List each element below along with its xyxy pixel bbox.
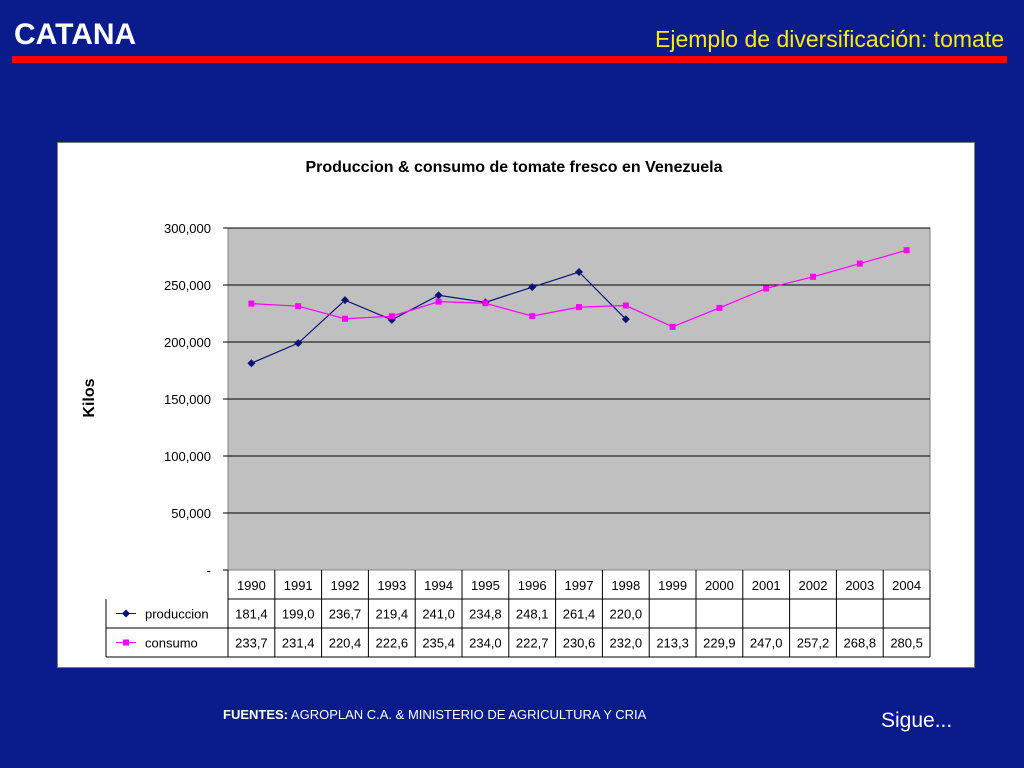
x-tick-label: 2000 <box>705 578 734 593</box>
y-tick-label: 300,000 <box>164 221 211 236</box>
point-produccion <box>341 296 349 305</box>
y-tick-label: 150,000 <box>164 392 211 407</box>
point-produccion <box>294 339 303 348</box>
point-consumo <box>248 300 255 307</box>
x-tick-label: 2004 <box>892 578 921 593</box>
data-label: 231,4 <box>282 636 315 651</box>
data-label: 230,6 <box>563 636 596 651</box>
y-axis-ticks: - 50,000 100,000 150,000 200,000 250,000 300,0… <box>164 221 228 578</box>
y-tick-label: 250,000 <box>164 278 211 293</box>
data-label: 220,0 <box>610 607 643 622</box>
sources-note: FUENTES: AGROPLAN C.A. & MINISTERIO DE A… <box>223 707 646 722</box>
x-tick-label: 1994 <box>424 578 453 593</box>
legend-label: consumo <box>145 636 198 651</box>
line-chart: Produccion & consumo de tomate fresco en… <box>81 159 931 658</box>
y-tick-label: 50,000 <box>171 506 211 521</box>
point-consumo <box>716 304 723 311</box>
data-label: 220,4 <box>329 636 362 651</box>
point-produccion <box>621 315 630 324</box>
title-divider <box>12 56 1007 63</box>
point-consumo <box>903 247 910 254</box>
slide-title: Ejemplo de diversificación: tomate <box>655 26 1004 52</box>
point-consumo <box>810 273 816 280</box>
data-label: 235,4 <box>422 636 455 651</box>
point-consumo <box>763 285 770 292</box>
data-label: 181,4 <box>235 607 268 622</box>
next-slide-link[interactable]: Sigue... <box>881 709 953 732</box>
gridlines <box>228 227 930 514</box>
point-consumo <box>622 302 629 309</box>
point-consumo <box>295 303 302 310</box>
point-consumo <box>435 298 442 305</box>
x-tick-label: 1996 <box>518 578 547 593</box>
point-consumo <box>576 304 582 311</box>
point-produccion <box>434 291 443 300</box>
data-label: 247,0 <box>750 636 783 651</box>
data-label: 232,0 <box>610 636 643 651</box>
sources-label: FUENTES: <box>223 707 288 722</box>
data-label: 241,0 <box>422 607 455 622</box>
x-tick-label: 1995 <box>471 578 500 593</box>
y-tick-label: 200,000 <box>164 335 211 350</box>
data-label: 222,7 <box>516 636 549 651</box>
x-tick-label: 1997 <box>565 578 594 593</box>
data-label: 229,9 <box>703 636 736 651</box>
x-tick-label: 1991 <box>284 578 313 593</box>
point-produccion <box>528 283 537 292</box>
legend-key-marker <box>123 639 129 646</box>
data-label: 234,8 <box>469 607 502 622</box>
point-consumo <box>482 300 489 307</box>
brand-logo-text: CATANA <box>14 18 137 51</box>
data-label: 222,6 <box>376 636 409 651</box>
data-label: 268,8 <box>844 636 877 651</box>
data-table: 1990 1991 1992 1993 1994 1995 1996 1997 1998 1999… <box>105 570 931 658</box>
y-tick-label: - <box>207 563 211 578</box>
point-consumo <box>856 260 863 267</box>
x-tick-label: 2003 <box>845 578 874 593</box>
point-produccion <box>575 268 583 277</box>
legend-key-marker <box>122 609 130 618</box>
x-tick-label: 2001 <box>752 578 781 593</box>
data-label: 234,0 <box>469 636 502 651</box>
x-tick-label: 1992 <box>331 578 360 593</box>
point-consumo <box>669 323 676 330</box>
data-label: 248,1 <box>516 607 549 622</box>
point-consumo <box>342 315 348 322</box>
point-consumo <box>529 313 536 320</box>
legend-label: produccion <box>145 607 209 622</box>
data-label: 261,4 <box>563 607 596 622</box>
point-produccion <box>247 359 256 368</box>
y-axis-label: Kilos <box>81 378 98 417</box>
x-tick-label: 1990 <box>237 578 266 593</box>
data-label: 257,2 <box>797 636 830 651</box>
sources-text: AGROPLAN C.A. & MINISTERIO DE AGRICULTUR… <box>290 707 647 722</box>
data-label: 219,4 <box>376 607 409 622</box>
chart-container: Produccion & consumo de tomate fresco en… <box>57 142 975 668</box>
data-label: 199,0 <box>282 607 315 622</box>
series-markers <box>247 247 910 368</box>
data-label: 233,7 <box>235 636 268 651</box>
chart-title: Produccion & consumo de tomate fresco en… <box>306 159 723 176</box>
data-label: 236,7 <box>329 607 362 622</box>
data-label: 213,3 <box>656 636 689 651</box>
x-tick-label: 2002 <box>799 578 828 593</box>
point-consumo <box>388 313 395 320</box>
x-tick-label: 1999 <box>658 578 687 593</box>
y-tick-label: 100,000 <box>164 449 211 464</box>
x-tick-label: 1998 <box>611 578 640 593</box>
data-label: 280,5 <box>890 636 923 651</box>
x-tick-label: 1993 <box>377 578 406 593</box>
